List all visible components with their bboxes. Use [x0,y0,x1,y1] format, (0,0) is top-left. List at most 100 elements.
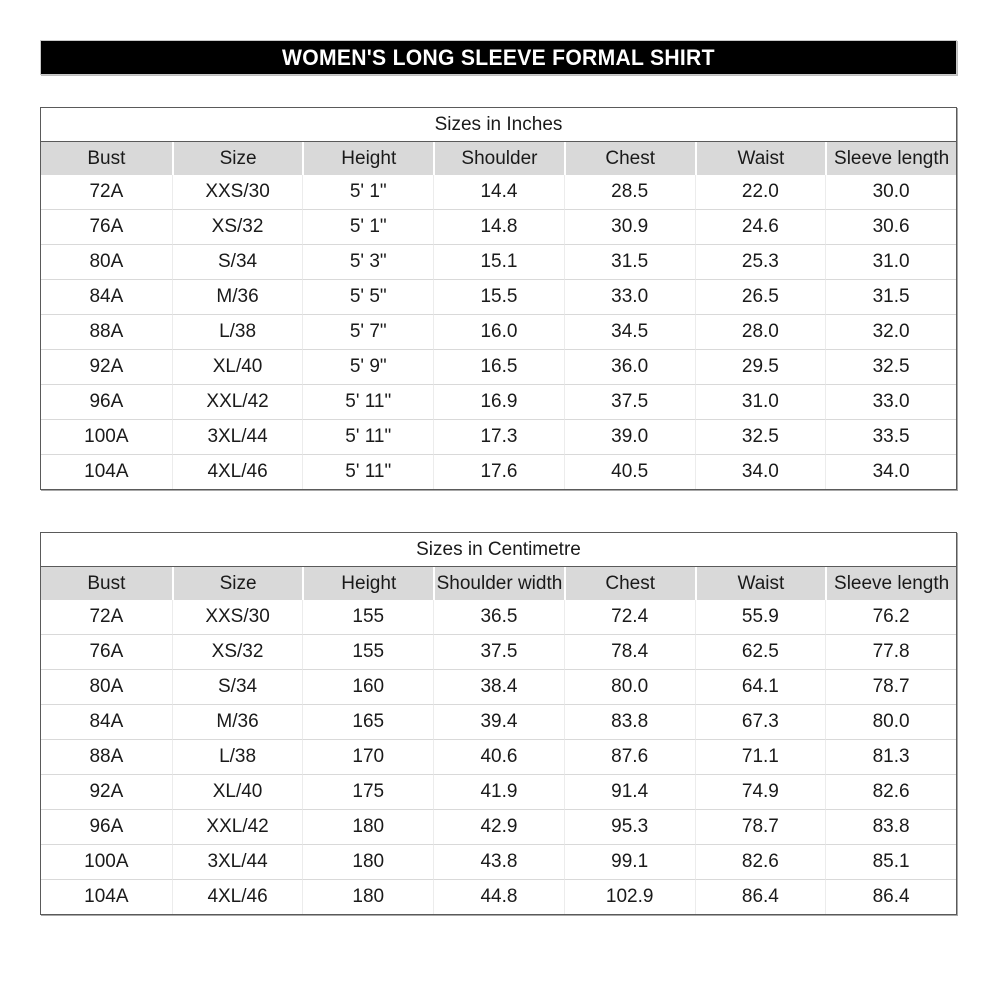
column-header: Sleeve length [825,142,956,175]
data-cell: 81.3 [825,739,956,774]
data-cell: 84A [41,704,172,739]
data-cell: 83.8 [825,809,956,844]
data-cell: 87.6 [563,739,695,774]
data-cell: 31.0 [694,384,826,419]
column-header: Sleeve length [825,567,956,600]
data-cell: 72.4 [563,600,695,634]
data-cell: 34.5 [563,314,695,349]
data-cell: 31.5 [563,244,695,279]
table-row: 88A L/38 170 40.6 87.6 71.1 81.3 [41,739,956,774]
data-cell: 31.0 [825,244,956,279]
inches-size-table: Sizes in Inches Bust Size Height Shoulder Che… [40,107,957,490]
data-cell: 15.1 [433,244,564,279]
data-cell: 76A [41,634,172,669]
data-cell: 30.6 [825,209,956,244]
data-cell: 25.3 [694,244,826,279]
data-cell: M/36 [171,704,303,739]
data-cell: 5' 7" [302,314,434,349]
data-cell: 5' 1" [302,209,434,244]
table-row: 84A M/36 165 39.4 83.8 67.3 80.0 [41,704,956,739]
data-cell: 155 [302,634,434,669]
table-row: 92A XL/40 5' 9" 16.5 36.0 29.5 32.5 [41,349,956,384]
data-cell: 99.1 [563,844,695,879]
column-header: Waist [694,142,826,175]
data-cell: 4XL/46 [171,879,303,914]
data-cell: 4XL/46 [171,454,303,489]
data-cell: 170 [302,739,434,774]
data-cell: 17.6 [433,454,564,489]
column-header: Shoulder width [433,567,564,600]
column-header: Chest [563,142,695,175]
data-cell: 32.0 [825,314,956,349]
data-cell: L/38 [171,314,303,349]
data-cell: 175 [302,774,434,809]
data-cell: 34.0 [694,454,826,489]
data-cell: 3XL/44 [171,844,303,879]
column-header: Waist [694,567,826,600]
table-row: 72A XXS/30 155 36.5 72.4 55.9 76.2 [41,600,956,634]
data-cell: 5' 11" [302,454,434,489]
data-cell: 34.0 [825,454,956,489]
data-cell: 72A [41,600,172,634]
size-table: Sizes in Centimetre Bust Size Height Shoulde… [40,532,957,915]
data-cell: 5' 3" [302,244,434,279]
data-cell: 39.4 [433,704,564,739]
data-cell: 17.3 [433,419,564,454]
data-cell: 77.8 [825,634,956,669]
data-cell: 180 [302,809,434,844]
data-cell: 84A [41,279,172,314]
data-cell: 100A [41,419,172,454]
table-row: 104A 4XL/46 180 44.8 102.9 86.4 86.4 [41,879,956,914]
data-cell: 78.7 [694,809,826,844]
table-row: 80A S/34 5' 3" 15.1 31.5 25.3 31.0 [41,244,956,279]
data-cell: 80A [41,669,172,704]
data-cell: 5' 1" [302,175,434,209]
data-cell: M/36 [171,279,303,314]
column-header: Chest [563,567,695,600]
data-cell: 92A [41,349,172,384]
data-cell: 62.5 [694,634,826,669]
data-cell: 86.4 [694,879,826,914]
data-cell: 180 [302,879,434,914]
data-cell: 5' 11" [302,419,434,454]
data-cell: 80A [41,244,172,279]
data-cell: 74.9 [694,774,826,809]
data-cell: 5' 9" [302,349,434,384]
data-cell: 5' 5" [302,279,434,314]
data-cell: 42.9 [433,809,564,844]
data-cell: 82.6 [694,844,826,879]
data-cell: 40.5 [563,454,695,489]
data-cell: XS/32 [171,209,303,244]
data-cell: 64.1 [694,669,826,704]
column-header: Bust [41,142,172,175]
data-cell: 76A [41,209,172,244]
data-cell: 96A [41,384,172,419]
data-cell: 31.5 [825,279,956,314]
data-cell: L/38 [171,739,303,774]
data-cell: 37.5 [563,384,695,419]
data-cell: 72A [41,175,172,209]
data-cell: 14.8 [433,209,564,244]
table-row: 96A XXL/42 5' 11" 16.9 37.5 31.0 33.0 [41,384,956,419]
data-cell: 160 [302,669,434,704]
data-cell: 91.4 [563,774,695,809]
data-cell: 104A [41,879,172,914]
data-cell: 40.6 [433,739,564,774]
column-header: Shoulder [433,142,564,175]
data-cell: 30.0 [825,175,956,209]
data-cell: 43.8 [433,844,564,879]
data-cell: 180 [302,844,434,879]
data-cell: 71.1 [694,739,826,774]
data-cell: 26.5 [694,279,826,314]
data-cell: 41.9 [433,774,564,809]
data-cell: 33.5 [825,419,956,454]
data-cell: 32.5 [694,419,826,454]
centimetre-size-table: Sizes in Centimetre Bust Size Height Shoulde… [40,532,957,915]
data-cell: 80.0 [825,704,956,739]
table-header-row: Bust Size Height Shoulder Chest Waist Sleeve l… [41,142,956,175]
table-row: 100A 3XL/44 5' 11" 17.3 39.0 32.5 33.5 [41,419,956,454]
data-cell: 32.5 [825,349,956,384]
data-cell: 16.5 [433,349,564,384]
table-row: 84A M/36 5' 5" 15.5 33.0 26.5 31.5 [41,279,956,314]
data-cell: 14.4 [433,175,564,209]
